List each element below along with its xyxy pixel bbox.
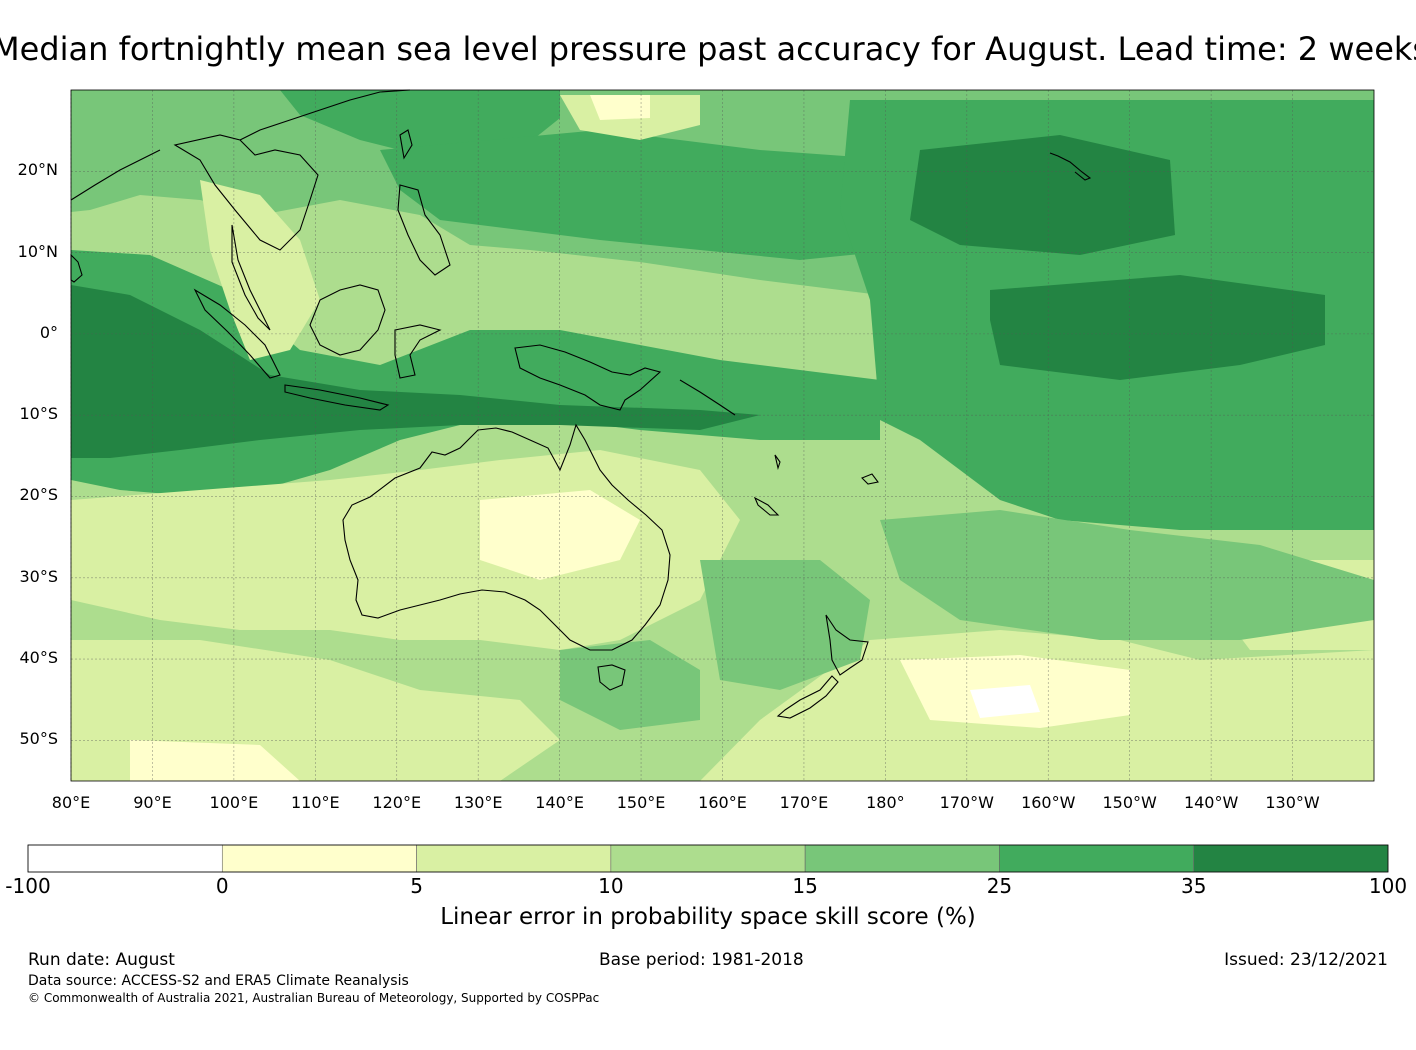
graticule [70, 90, 1374, 781]
lat-tick-label: 10°N [17, 241, 58, 261]
lat-tick-label: 40°S [19, 648, 58, 668]
field-15-25-south-pacific [880, 510, 1374, 640]
lon-tick-label: 80°E [51, 793, 91, 812]
colorbar-tick-label: 10 [598, 874, 624, 898]
field-0-5-south [130, 740, 300, 781]
sumatra-coast [193, 288, 281, 379]
base-period: Base period: 1981-2018 [599, 950, 804, 970]
lat-tick-label: 20°N [17, 160, 58, 180]
lon-tick-label: 110°E [290, 793, 340, 812]
australia-coast [342, 423, 671, 651]
field-5-10-indochina [200, 180, 320, 360]
indochina-coast [173, 134, 319, 251]
lon-tick-label: 170°E [779, 793, 829, 812]
colorbar-tick-label: 15 [792, 874, 818, 898]
colorbar-tick-label: 35 [1180, 874, 1207, 898]
colorbar-swatch [416, 844, 612, 873]
map-title-text: Median fortnightly mean sea level pressu… [0, 30, 1416, 68]
issued-date: Issued: 23/12/2021 [1224, 950, 1388, 970]
colorbar-swatch [999, 844, 1195, 873]
java-coast [284, 384, 390, 411]
new-caledonia-coast [753, 496, 780, 516]
run-date: Run date: August [28, 950, 175, 970]
lon-tick-label: 170°W [939, 793, 994, 812]
india-coast [70, 149, 161, 201]
lon-tick-label: 160°W [1021, 793, 1076, 812]
colorbar-frame [27, 844, 1389, 873]
lon-tick-label: 130°E [453, 793, 503, 812]
lon-tick-label: 120°E [372, 793, 422, 812]
colorbar-tick-label: 0 [215, 874, 229, 898]
field-35-100-north [910, 135, 1175, 255]
colorbar-tick-label: 100 [1368, 874, 1408, 898]
lon-tick-label: 130°W [1265, 793, 1320, 812]
colorbar-swatch [610, 844, 806, 873]
field-35-100-indian [71, 285, 760, 458]
solomon-coast [679, 379, 736, 416]
map-title: Median fortnightly mean sea level pressu… [0, 30, 1416, 74]
vanuatu-coast [774, 454, 781, 471]
lat-tick-label: 50°S [19, 729, 58, 749]
colorbar-label: Linear error in probability space skill … [440, 904, 976, 930]
tasmania-coast [597, 664, 626, 691]
colorbar-tick-label: 5 [410, 874, 423, 898]
lon-tick-label: 150°E [616, 793, 666, 812]
hawaii-coast [1049, 152, 1092, 181]
field-negative-patch [970, 685, 1040, 718]
field-0-5-australia [480, 490, 640, 580]
lat-tick-label: 20°S [19, 485, 58, 505]
lat-tick-label: 10°S [19, 404, 58, 424]
data-source: Data source: ACCESS-S2 and ERA5 Climate … [28, 973, 409, 989]
lon-tick-label: 100°E [209, 793, 259, 812]
malay-peninsula-coast [231, 224, 271, 331]
copyright: © Commonwealth of Australia 2021, Austra… [28, 991, 600, 1005]
sulawesi-coast [394, 324, 442, 379]
colorbar-swatch [27, 844, 223, 873]
lon-tick-label: 90°E [133, 793, 172, 812]
new-guinea-coast [514, 344, 662, 411]
fiji-coast [861, 473, 879, 485]
lon-tick-label: 140°W [1183, 793, 1239, 812]
map-frame [70, 89, 1375, 782]
new-zealand-south-coast [776, 675, 839, 719]
colorbar-tick-label: 25 [986, 874, 1013, 898]
borneo-coast [309, 284, 386, 356]
taiwan-coast [399, 129, 413, 160]
field-35-100-equatorial [990, 275, 1325, 380]
field-25-35-pacific-nw [380, 130, 960, 260]
new-zealand-north-coast [825, 614, 869, 676]
colorbar-tick-label: -100 [5, 874, 51, 898]
colorbar-swatch [1193, 844, 1389, 873]
colorbar-swatch [804, 844, 1000, 873]
lon-tick-label: 160°E [698, 793, 747, 812]
lon-tick-label: 180° [866, 793, 905, 812]
lon-tick-label: 140°E [535, 793, 584, 812]
field-15-25-tasmania [560, 640, 700, 730]
colorbar [27, 844, 1389, 873]
colorbar-swatch [221, 844, 417, 873]
china-coast [239, 89, 411, 141]
lon-tick-label: 150°W [1102, 793, 1157, 812]
lat-tick-label: 0° [39, 322, 58, 342]
field-0-5-north [590, 95, 650, 120]
lat-tick-label: 30°S [19, 566, 58, 586]
field-15-25-coral [700, 560, 870, 690]
philippines-coast [397, 184, 451, 276]
